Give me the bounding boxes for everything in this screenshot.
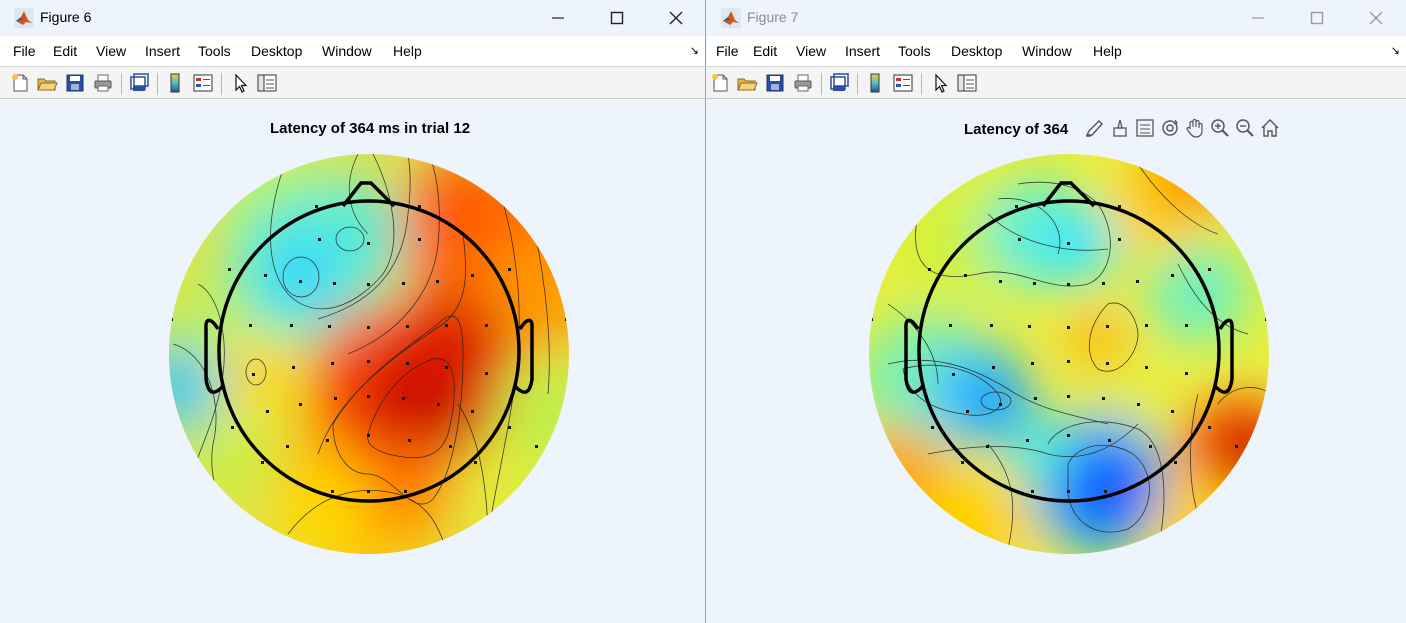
save-icon[interactable] <box>764 72 786 94</box>
electrode-markers <box>170 205 568 493</box>
menu-window[interactable]: Window <box>322 43 372 59</box>
menu-window[interactable]: Window <box>1022 43 1072 59</box>
menu-edit[interactable]: Edit <box>53 43 78 59</box>
new-figure-icon[interactable] <box>9 72 31 94</box>
minimize-icon <box>1252 17 1264 19</box>
figure-7-window: Figure 7 File Edit View Insert Tools Des… <box>707 0 1406 623</box>
close-icon <box>1369 11 1383 25</box>
menu-tools[interactable]: Tools <box>898 43 931 59</box>
toolbar-separator <box>857 73 858 95</box>
toolbar-separator <box>157 73 158 95</box>
minimize-button[interactable] <box>1230 2 1286 34</box>
link-plot-icon[interactable] <box>828 72 850 94</box>
toolbar-separator <box>821 73 822 95</box>
topoplot-figure-7 <box>869 154 1269 554</box>
menu-desktop[interactable]: Desktop <box>951 43 1003 59</box>
menu-tools[interactable]: Tools <box>198 43 231 59</box>
window-title: Figure 6 <box>40 9 92 25</box>
home-icon[interactable] <box>1258 116 1282 140</box>
close-icon <box>669 11 683 25</box>
matlab-logo-icon <box>14 8 34 28</box>
menu-desktop[interactable]: Desktop <box>251 43 303 59</box>
figure-toolbar <box>707 66 1406 99</box>
minimize-icon <box>552 17 564 19</box>
print-icon[interactable] <box>792 72 814 94</box>
minimize-button[interactable] <box>530 2 586 34</box>
brush-icon[interactable] <box>1083 116 1107 140</box>
open-file-icon[interactable] <box>736 72 758 94</box>
open-file-icon[interactable] <box>36 72 58 94</box>
data-cursor-icon[interactable] <box>1108 116 1132 140</box>
menu-insert[interactable]: Insert <box>845 43 881 59</box>
menu-help[interactable]: Help <box>393 43 422 59</box>
save-icon[interactable] <box>64 72 86 94</box>
figure-6-window: Figure 6 File Edit View Insert Tools Des… <box>0 0 706 623</box>
close-button[interactable] <box>648 2 704 34</box>
menu-bar: File Edit View Insert Tools Desktop Wind… <box>707 36 1406 66</box>
zoom-out-icon[interactable] <box>1233 116 1257 140</box>
colorbar-icon[interactable] <box>864 72 886 94</box>
matlab-logo-icon <box>721 8 741 28</box>
dock-arrow-icon[interactable]: ↘ <box>689 45 699 57</box>
menu-help[interactable]: Help <box>1093 43 1122 59</box>
rotate-icon[interactable] <box>1158 116 1182 140</box>
menu-view[interactable]: View <box>96 43 127 59</box>
property-inspector-icon[interactable] <box>956 72 978 94</box>
colorbar-icon[interactable] <box>164 72 186 94</box>
menu-file[interactable]: File <box>716 43 739 59</box>
title-bar[interactable]: Figure 7 <box>707 0 1406 36</box>
title-bar[interactable]: Figure 6 <box>0 0 705 36</box>
legend-icon[interactable] <box>892 72 914 94</box>
property-inspector-icon[interactable] <box>256 72 278 94</box>
plot-title: Latency of 364 ms in trial 12 <box>269 120 471 137</box>
edit-plot-cursor-icon[interactable] <box>229 72 251 94</box>
figure-toolbar <box>0 66 705 99</box>
menu-bar: File Edit View Insert Tools Desktop Wind… <box>0 36 705 66</box>
maximize-button[interactable] <box>589 2 645 34</box>
edit-plot-cursor-icon[interactable] <box>929 72 951 94</box>
zoom-in-icon[interactable] <box>1208 116 1232 140</box>
maximize-button[interactable] <box>1289 2 1345 34</box>
print-icon[interactable] <box>92 72 114 94</box>
toolbar-separator <box>221 73 222 95</box>
plot-title: Latency of 364 <box>964 121 1069 138</box>
window-title: Figure 7 <box>747 9 799 25</box>
menu-file[interactable]: File <box>13 43 36 59</box>
new-figure-icon[interactable] <box>709 72 731 94</box>
head-outline <box>904 181 1234 503</box>
toolbar-separator <box>121 73 122 95</box>
toolbar-separator <box>921 73 922 95</box>
menu-view[interactable]: View <box>796 43 827 59</box>
link-plot-icon[interactable] <box>128 72 150 94</box>
contour-lines <box>887 163 1269 550</box>
topoplot-figure-6 <box>169 154 569 554</box>
legend-icon[interactable] <box>192 72 214 94</box>
legend-toggle-icon[interactable] <box>1133 116 1157 140</box>
pan-icon[interactable] <box>1183 116 1207 140</box>
menu-insert[interactable]: Insert <box>145 43 181 59</box>
topo-map <box>169 154 569 554</box>
dock-arrow-icon[interactable]: ↘ <box>1390 45 1400 57</box>
menu-edit[interactable]: Edit <box>753 43 778 59</box>
maximize-icon <box>1310 11 1324 25</box>
maximize-icon <box>610 11 624 25</box>
close-button[interactable] <box>1348 2 1404 34</box>
axes-toolbar <box>1083 116 1282 140</box>
topo-map <box>869 154 1269 554</box>
head-outline <box>204 181 534 503</box>
